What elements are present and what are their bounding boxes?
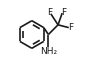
Text: F: F <box>47 8 52 17</box>
Text: F: F <box>68 23 73 32</box>
Text: NH₂: NH₂ <box>41 47 58 56</box>
Text: F: F <box>61 8 66 17</box>
